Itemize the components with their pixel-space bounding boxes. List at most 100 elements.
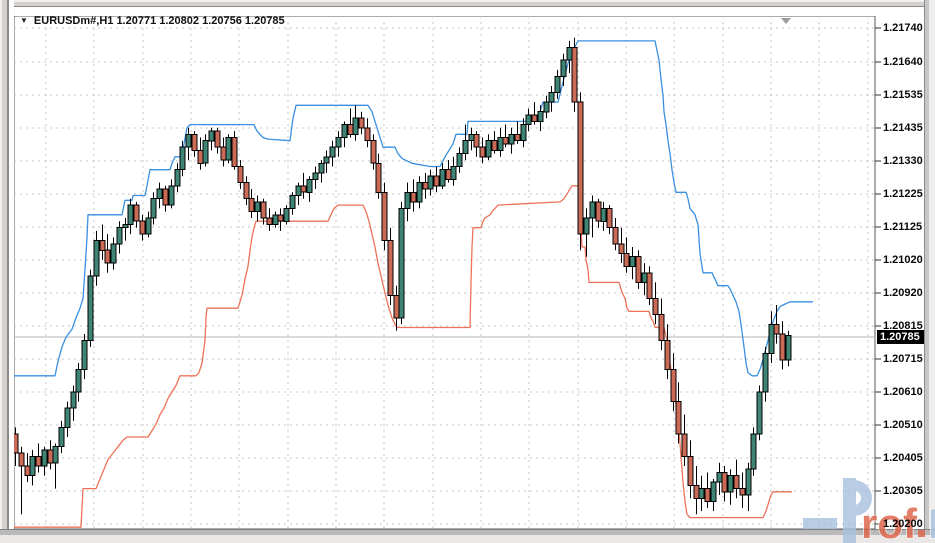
- candle-body: [243, 182, 250, 200]
- candle-body: [398, 207, 405, 319]
- candle-body: [571, 46, 578, 103]
- candle-body: [716, 472, 723, 483]
- current-price-label: 1.20785: [877, 330, 924, 344]
- chart-title-text: EURUSDm#,H1 1.20771 1.20802 1.20756 1.20…: [33, 15, 285, 27]
- candle-body: [548, 91, 555, 103]
- candle-body: [479, 146, 486, 158]
- price-axis-label: 1.20715: [883, 353, 923, 365]
- candle-body: [283, 207, 290, 222]
- candle-body: [473, 133, 480, 148]
- candle-body: [122, 224, 129, 229]
- candle-body: [237, 166, 244, 184]
- price-axis-label: 1.21535: [883, 89, 923, 101]
- candle-body: [18, 452, 25, 467]
- candle-body: [693, 484, 700, 499]
- candle-body: [560, 59, 567, 77]
- candle-body: [450, 166, 457, 180]
- candle-body: [427, 175, 434, 190]
- candle-body: [733, 475, 740, 490]
- candle-body: [721, 472, 728, 493]
- price-axis-label: 1.20200: [883, 518, 923, 530]
- candle-body: [266, 217, 273, 225]
- window-border-top: [0, 0, 935, 16]
- candle-body: [248, 198, 255, 213]
- candle-body: [514, 133, 521, 142]
- candle-body: [352, 117, 359, 135]
- candle-body: [341, 124, 348, 138]
- candle-body: [52, 446, 59, 464]
- window-border-bottom: [0, 529, 935, 543]
- price-axis-panel[interactable]: [875, 7, 925, 529]
- candle-body: [502, 137, 509, 145]
- candle-body: [485, 140, 492, 158]
- candle-body: [35, 455, 42, 467]
- candle-body: [577, 101, 584, 235]
- candle-body: [156, 188, 163, 200]
- candle-body: [347, 124, 354, 135]
- candle-body: [306, 178, 313, 193]
- candle-body: [387, 240, 394, 296]
- candle-body: [329, 146, 336, 158]
- candle-body: [687, 455, 694, 486]
- price-axis-label: 1.20510: [883, 419, 923, 431]
- candle-body: [179, 146, 186, 171]
- candle-body: [525, 114, 532, 126]
- candle-body: [104, 249, 111, 264]
- candle-body: [635, 256, 642, 284]
- candle-body: [81, 339, 88, 370]
- candle-body: [404, 191, 411, 209]
- candle-body: [727, 475, 734, 493]
- candle-body: [289, 195, 296, 209]
- candle-body: [202, 140, 209, 164]
- candle-body: [618, 243, 625, 255]
- candle-body: [704, 488, 711, 503]
- candle-body: [312, 172, 319, 180]
- candle-body: [58, 426, 65, 448]
- candle-body: [416, 182, 423, 203]
- candle-body: [358, 117, 365, 129]
- candle-body: [439, 169, 446, 187]
- candle-body: [375, 162, 382, 193]
- candle-body: [456, 153, 463, 168]
- candle-body: [589, 201, 596, 219]
- candle-body: [566, 46, 573, 61]
- price-axis-label: 1.21225: [883, 188, 923, 200]
- candle-body: [779, 333, 786, 361]
- candle-body: [162, 188, 169, 206]
- candle-body: [225, 137, 232, 161]
- candle-body: [214, 130, 221, 148]
- candle-body: [381, 191, 388, 242]
- candle-body: [191, 133, 198, 151]
- candle-body: [116, 227, 123, 245]
- candle-body: [600, 207, 607, 222]
- candle-body: [681, 433, 688, 457]
- candle-body: [139, 220, 146, 235]
- candle-body: [393, 294, 400, 319]
- candle-body: [110, 243, 117, 264]
- candle-body: [174, 169, 181, 187]
- candle-body: [370, 140, 377, 164]
- candle-body: [606, 207, 613, 229]
- candle-body: [277, 214, 284, 222]
- chart-title: ▼ EURUSDm#,H1 1.20771 1.20802 1.20756 1.2…: [20, 15, 285, 27]
- candle-body: [670, 368, 677, 403]
- candle-body: [127, 204, 134, 225]
- candle-body: [433, 175, 440, 187]
- candle-body: [543, 101, 550, 113]
- candle-body: [537, 111, 544, 122]
- candle-body: [145, 217, 152, 235]
- candle-body: [641, 272, 648, 283]
- candle-body: [93, 240, 100, 277]
- price-axis-label: 1.21740: [883, 22, 923, 34]
- candle-body: [462, 140, 469, 155]
- candle-body: [445, 169, 452, 180]
- candle-body: [422, 182, 429, 190]
- candle-body: [745, 468, 752, 496]
- candle-body: [87, 275, 94, 341]
- chevron-down-icon: ▼: [20, 16, 28, 25]
- candle-body: [41, 449, 48, 467]
- candle-body: [323, 156, 330, 164]
- candle-body: [70, 391, 77, 409]
- candle-body: [773, 323, 780, 335]
